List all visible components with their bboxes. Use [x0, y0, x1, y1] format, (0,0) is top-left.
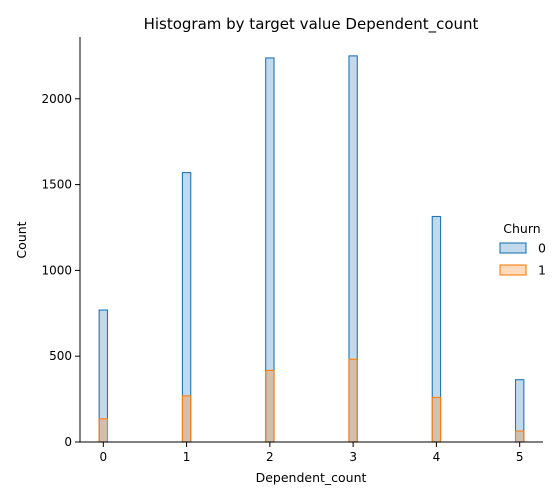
bar-series1-x5: [514, 430, 525, 443]
y-tick-label: 1000: [41, 263, 72, 277]
chart-title: Histogram by target value Dependent_coun…: [144, 15, 479, 34]
x-tick-label: 5: [516, 450, 524, 464]
legend-title: Churn: [503, 221, 540, 236]
bar-series1-x2: [265, 369, 275, 443]
x-tick-label: 0: [99, 450, 107, 464]
x-tick-label: 1: [183, 450, 191, 464]
bar-series1-x3: [348, 358, 358, 443]
x-ticks-group: 0 1 2 3 4 5: [99, 442, 524, 464]
y-axis-label: Count: [14, 221, 29, 258]
y-ticks-group: 0 500 1000 1500 2000: [41, 92, 80, 449]
y-tick-label: 500: [49, 349, 72, 363]
x-tick-label: 2: [266, 450, 274, 464]
x-tick-label: 3: [349, 450, 357, 464]
legend-label-1: 1: [538, 263, 546, 278]
y-tick-label: 0: [64, 435, 72, 449]
x-axis-label: Dependent_count: [256, 470, 367, 485]
legend: Churn 0 1: [499, 221, 546, 278]
bar-series1-x0: [98, 418, 109, 443]
legend-swatch-0: [499, 242, 527, 254]
bar-series1-x1: [181, 395, 192, 443]
y-tick-label: 1500: [41, 178, 72, 192]
y-tick-label: 2000: [41, 92, 72, 106]
legend-label-0: 0: [538, 241, 546, 256]
legend-swatch-1: [499, 264, 527, 276]
bar-series1-x4: [431, 396, 442, 443]
x-tick-label: 4: [433, 450, 441, 464]
bars-group: [98, 55, 525, 443]
